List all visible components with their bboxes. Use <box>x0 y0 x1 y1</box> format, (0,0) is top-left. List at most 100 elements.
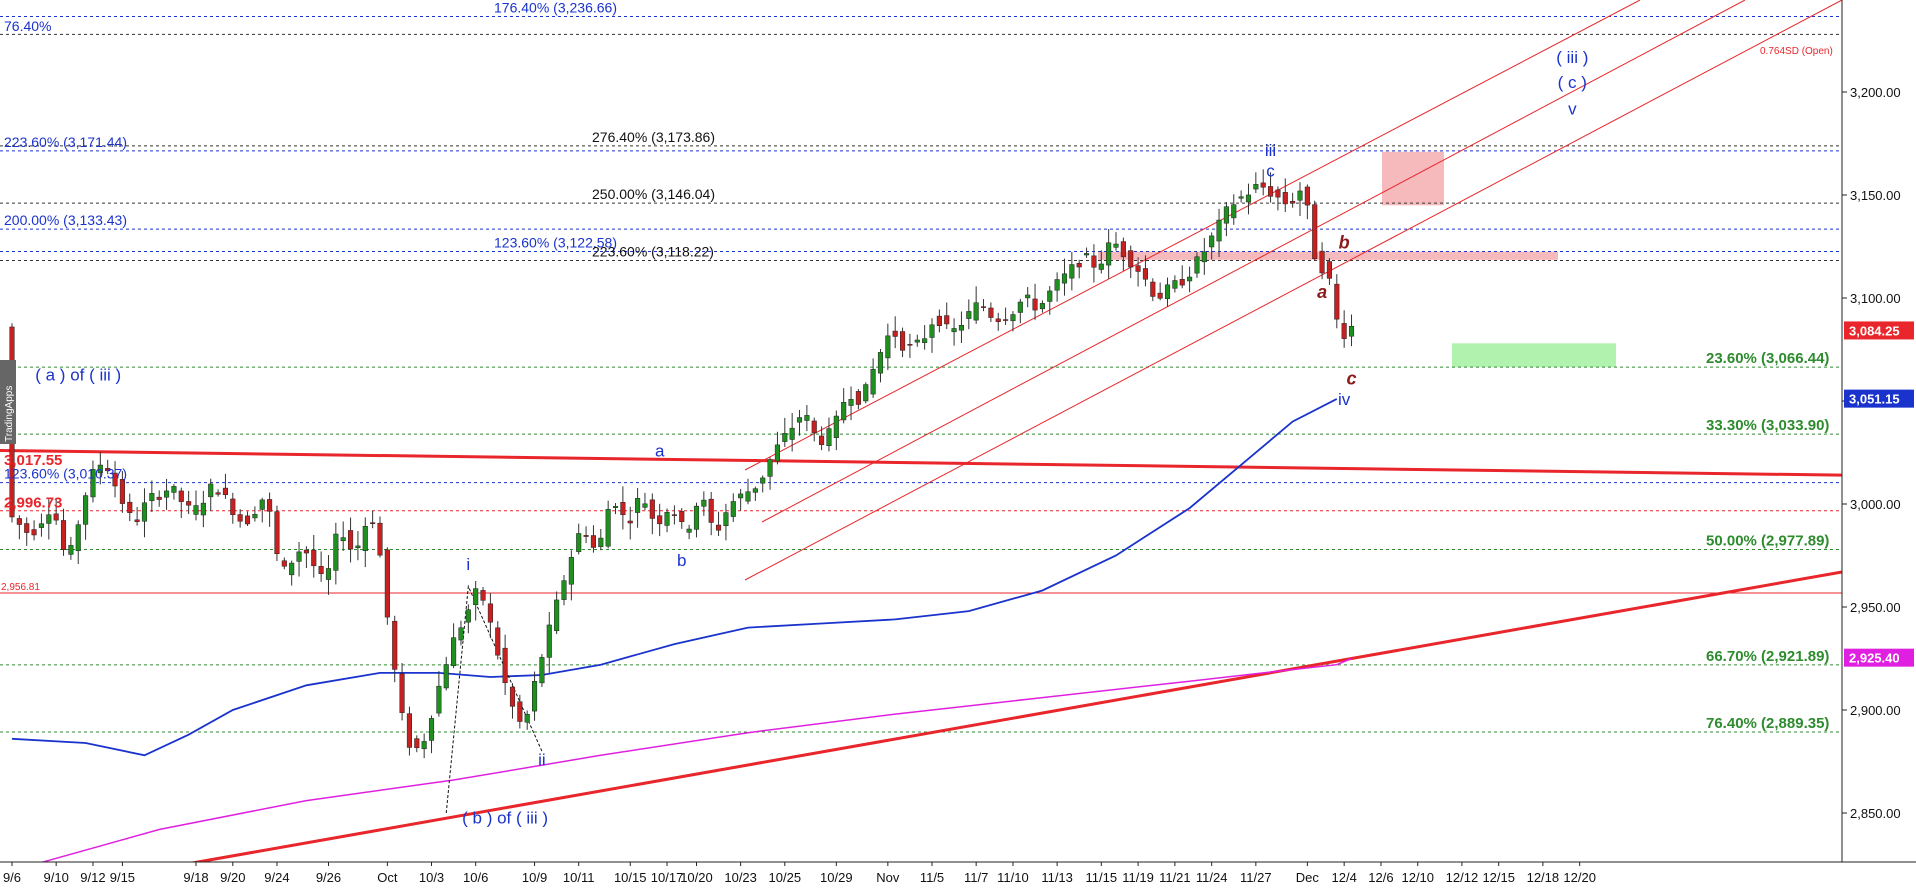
levels-layer <box>0 15 1842 733</box>
candle <box>208 478 214 511</box>
candle-body <box>119 479 125 504</box>
candle <box>480 587 486 606</box>
candle-body <box>951 328 957 333</box>
candle-body <box>38 523 44 528</box>
candle-body <box>1260 182 1266 188</box>
candle <box>267 492 273 527</box>
candle <box>966 299 972 330</box>
candle-body <box>105 468 111 472</box>
candle-body <box>451 637 457 666</box>
candle-body <box>1150 281 1156 297</box>
candle-body <box>83 495 89 525</box>
candle <box>487 593 493 639</box>
fib-level-green-label: 50.00% (2,977.89) <box>1706 533 1829 550</box>
candle-body <box>877 352 884 374</box>
candle <box>914 334 920 347</box>
candle-body <box>1076 262 1082 268</box>
candle <box>1312 200 1318 262</box>
candle-body <box>164 490 170 498</box>
candle-body <box>186 501 192 506</box>
candle <box>1223 201 1229 237</box>
candle <box>1326 258 1332 285</box>
candle <box>848 386 854 421</box>
candle-body <box>841 402 847 421</box>
candle-body <box>789 427 795 440</box>
time-axis-tick-label: 9/26 <box>316 870 341 885</box>
price-axis-tick-label: 3,000.00 <box>1850 497 1901 512</box>
candle-body <box>1069 264 1075 279</box>
candle <box>1290 192 1296 208</box>
price-tag: 3,084.25 <box>1844 321 1914 340</box>
candle <box>841 388 847 424</box>
time-axis-tick-label: 9/10 <box>44 870 69 885</box>
price-axis-tick-label: 2,950.00 <box>1850 600 1901 615</box>
candle <box>1098 250 1104 274</box>
candle <box>1268 172 1274 203</box>
candle-body <box>370 522 376 524</box>
candle <box>539 654 545 687</box>
candle-body <box>487 603 493 623</box>
candle-body <box>16 518 22 525</box>
candle <box>532 671 538 721</box>
candle-body <box>465 609 471 623</box>
resistance-zone-top <box>1382 151 1444 206</box>
time-axis-tick-label: 10/11 <box>563 870 595 885</box>
candle <box>863 382 869 404</box>
candle <box>318 551 324 582</box>
candle <box>701 491 707 516</box>
candle <box>274 505 280 562</box>
candle <box>1150 278 1156 302</box>
time-axis-tick-label: 11/19 <box>1122 870 1154 885</box>
candle-body <box>399 673 405 713</box>
candle <box>590 525 596 553</box>
candle <box>885 323 891 370</box>
candle <box>296 542 302 577</box>
candle <box>119 470 125 513</box>
price-axis-tick-label: 2,900.00 <box>1850 703 1901 718</box>
candle-body <box>318 566 324 575</box>
candle-body <box>112 472 118 487</box>
candle <box>855 389 861 410</box>
candle-body <box>546 624 552 658</box>
candle <box>546 612 552 673</box>
candle-body <box>657 515 663 525</box>
candle <box>178 487 184 518</box>
time-axis-tick-label: Nov <box>876 870 900 885</box>
time-axis-tick-label: 10/25 <box>769 870 802 885</box>
candle <box>1319 242 1325 280</box>
time-axis-tick-label: 9/6 <box>3 870 21 885</box>
candle-body <box>892 330 898 337</box>
candle <box>451 623 457 669</box>
candle-body <box>980 306 987 308</box>
candle-body <box>1326 261 1332 279</box>
wave-label: ( a ) of ( iii ) <box>35 365 121 384</box>
candle <box>1032 283 1038 320</box>
candle <box>340 521 346 551</box>
candle-body <box>885 335 891 359</box>
candle <box>428 715 435 754</box>
candle <box>134 507 140 526</box>
candle <box>495 621 501 660</box>
candle <box>561 574 567 606</box>
wave-label: a <box>1317 282 1327 302</box>
candle <box>68 536 74 560</box>
candle <box>1238 190 1244 203</box>
candle-body <box>46 514 52 524</box>
candle-body <box>443 664 449 689</box>
candle <box>598 528 604 551</box>
watermark: TradingApps <box>0 360 16 444</box>
candle-body <box>141 502 148 522</box>
candle-body <box>1135 265 1141 272</box>
candle-body <box>384 549 390 618</box>
candle <box>819 426 825 451</box>
sd-label: 0.764SD (Open) <box>1760 46 1833 57</box>
candle-body <box>708 498 714 523</box>
candle <box>156 490 162 507</box>
candle <box>1025 287 1031 308</box>
candle <box>1017 298 1023 324</box>
candle <box>1061 258 1068 296</box>
candle <box>1047 286 1053 315</box>
candle <box>421 733 427 759</box>
candle-body <box>1231 204 1237 219</box>
candle-body <box>1010 314 1016 322</box>
